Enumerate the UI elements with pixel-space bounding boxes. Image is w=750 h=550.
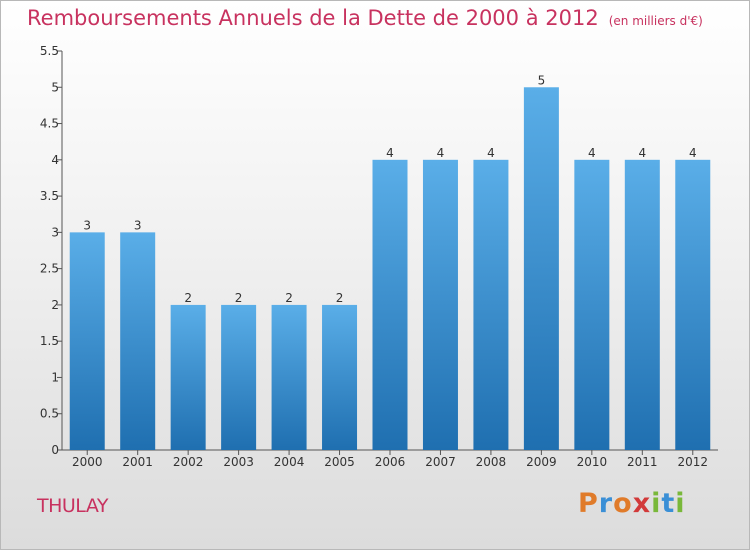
logo-letter: o bbox=[613, 488, 633, 519]
bar bbox=[574, 159, 610, 450]
proxiti-logo: Proxiti bbox=[578, 488, 686, 519]
x-tick-label: 2012 bbox=[677, 455, 708, 469]
x-tick-label: 2003 bbox=[223, 455, 254, 469]
bar bbox=[523, 87, 559, 450]
y-tick-label: 5.5 bbox=[40, 44, 59, 58]
bar bbox=[69, 232, 105, 450]
bars-group: 3 3 2 2 2 2 4 4 4 5 4 4 4 bbox=[69, 73, 711, 450]
bar bbox=[170, 304, 206, 450]
y-tick-label: 0.5 bbox=[40, 407, 59, 421]
x-tick-label: 2008 bbox=[476, 455, 507, 469]
x-tick-label: 2006 bbox=[375, 455, 406, 469]
bar-value-label: 4 bbox=[588, 146, 596, 160]
bar-value-label: 5 bbox=[538, 73, 546, 87]
bar bbox=[120, 232, 156, 450]
chart-title-text: Remboursements Annuels de la Dette de 20… bbox=[27, 6, 599, 30]
bar bbox=[675, 159, 711, 450]
bar-value-label: 2 bbox=[285, 291, 293, 305]
y-tick-label: 2.5 bbox=[40, 262, 59, 276]
bar bbox=[422, 159, 458, 450]
y-tick-label: 5 bbox=[51, 80, 59, 94]
town-name: THULAY bbox=[37, 495, 108, 517]
logo-letter: P bbox=[578, 488, 599, 519]
bar bbox=[372, 159, 408, 450]
bar-value-label: 4 bbox=[487, 146, 495, 160]
y-tick-label: 4 bbox=[51, 153, 59, 167]
bar-value-label: 4 bbox=[638, 146, 646, 160]
logo-letter: i bbox=[651, 488, 662, 519]
bar-value-label: 2 bbox=[235, 291, 243, 305]
bar-value-label: 3 bbox=[134, 218, 142, 232]
y-tick-label: 1.5 bbox=[40, 334, 59, 348]
bar bbox=[624, 159, 660, 450]
y-tick-label: 4.5 bbox=[40, 117, 59, 131]
logo-letter: t bbox=[661, 488, 676, 519]
y-tick-label: 2 bbox=[51, 298, 59, 312]
x-tick-label: 2010 bbox=[577, 455, 608, 469]
bar bbox=[473, 159, 509, 450]
bar bbox=[322, 304, 358, 450]
y-tick-label: 3 bbox=[51, 225, 59, 239]
x-tick-label: 2005 bbox=[324, 455, 355, 469]
x-tick-label: 2007 bbox=[425, 455, 456, 469]
logo-letter: x bbox=[632, 488, 652, 519]
logo-letter: r bbox=[598, 488, 614, 519]
chart-unit: (en milliers d'€) bbox=[608, 14, 703, 28]
y-tick-label: 3.5 bbox=[40, 189, 59, 203]
x-tick-label: 2001 bbox=[122, 455, 153, 469]
x-tick-label: 2000 bbox=[72, 455, 103, 469]
y-tick-label: 1 bbox=[51, 370, 59, 384]
bar bbox=[221, 304, 257, 450]
bar-value-label: 4 bbox=[437, 146, 445, 160]
chart-title: Remboursements Annuels de la Dette de 20… bbox=[27, 6, 703, 30]
x-tick-label: 2009 bbox=[526, 455, 557, 469]
bar-value-label: 2 bbox=[336, 291, 344, 305]
y-tick-label: 0 bbox=[51, 443, 59, 457]
x-tick-label: 2004 bbox=[274, 455, 305, 469]
bar bbox=[271, 304, 307, 450]
x-tick-label: 2002 bbox=[173, 455, 204, 469]
bar-value-label: 2 bbox=[184, 291, 192, 305]
bar-value-label: 3 bbox=[83, 218, 91, 232]
bar-value-label: 4 bbox=[689, 146, 697, 160]
bar-value-label: 4 bbox=[386, 146, 394, 160]
x-tick-label: 2011 bbox=[627, 455, 658, 469]
logo-letter: i bbox=[675, 488, 686, 519]
